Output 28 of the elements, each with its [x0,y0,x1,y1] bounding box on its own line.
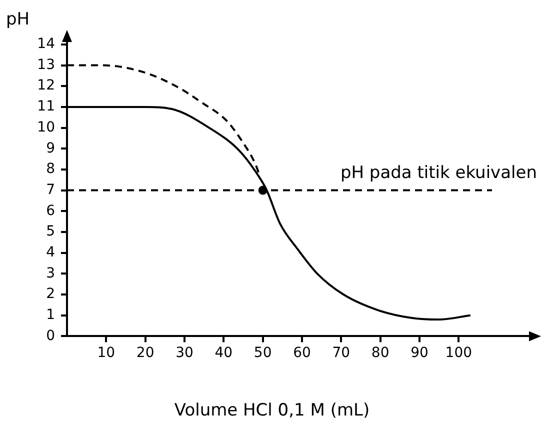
y-tick-label: 13 [37,56,55,73]
x-tick-label: 10 [97,345,116,362]
x-tick-label: 70 [332,345,350,362]
x-axis-title: Volume HCl 0,1 M (mL) [174,400,370,420]
y-tick-label: 12 [37,78,55,94]
x-tick-label: 20 [136,345,154,362]
ref-line-label: pH pada titik ekuivalen [340,163,537,184]
y-tick-label: 7 [46,182,55,198]
y-axis-title: pH [6,9,30,30]
y-tick-label: 9 [46,140,55,156]
y-tick-label: 0 [46,328,55,344]
x-tick-label: 60 [293,345,311,362]
x-tick-label: 50 [254,345,272,362]
x-tick-label: 100 [445,345,472,362]
x-tick-label: 30 [176,345,194,362]
x-tick-label: 40 [214,345,233,362]
y-tick-label: 1 [46,307,55,323]
y-tick-label: 5 [46,224,55,240]
y-tick-label: 11 [37,98,55,115]
x-tick-label: 90 [410,345,428,362]
y-tick-label: 6 [46,202,56,219]
y-tick-label: 2 [46,286,55,302]
y-tick-label: 14 [37,36,56,52]
y-tick-label: 8 [46,161,55,178]
x-tick-label: 80 [371,345,390,362]
y-tick-label: 10 [37,119,55,136]
y-tick-label: 4 [46,244,56,260]
y-tick-label: 3 [46,265,55,282]
